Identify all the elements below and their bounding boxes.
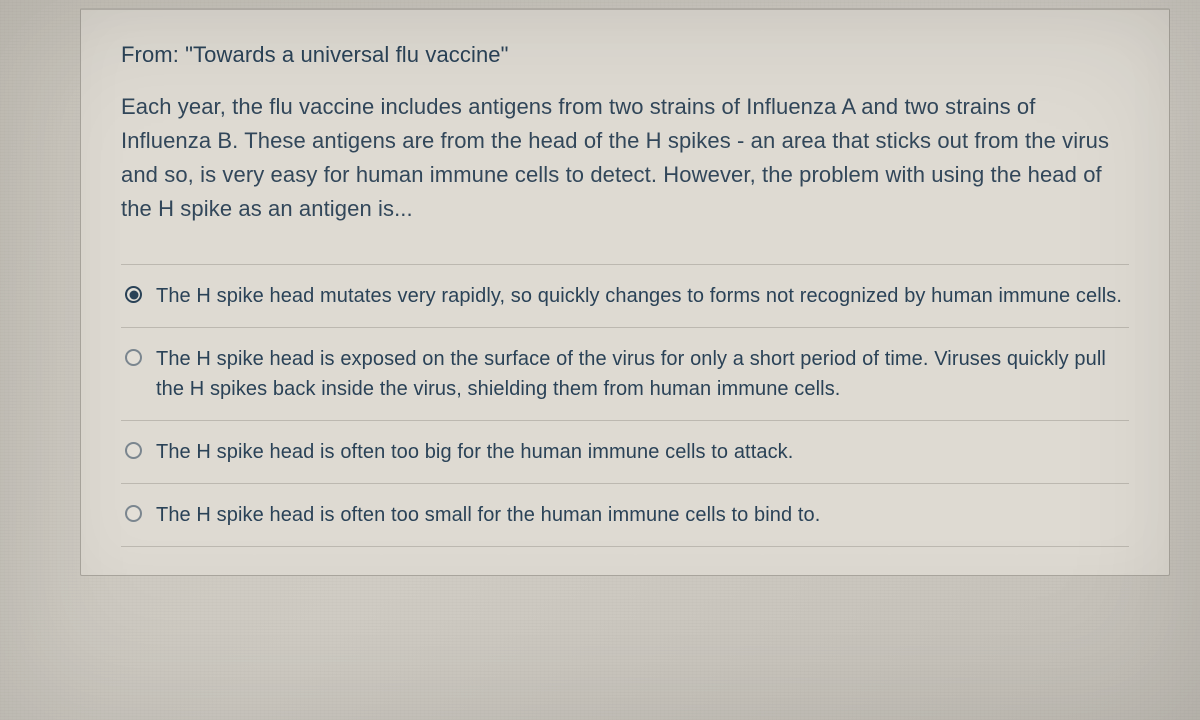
option-label: The H spike head is often too big for th… xyxy=(156,437,793,467)
question-stem: Each year, the flu vaccine includes anti… xyxy=(121,90,1129,226)
option-label: The H spike head mutates very rapidly, s… xyxy=(156,281,1122,311)
option-2[interactable]: The H spike head is often too big for th… xyxy=(121,421,1129,484)
radio-icon xyxy=(125,505,142,522)
option-1[interactable]: The H spike head is exposed on the surfa… xyxy=(121,328,1129,421)
radio-icon xyxy=(125,442,142,459)
option-label: The H spike head is exposed on the surfa… xyxy=(156,344,1125,404)
question-card: From: "Towards a universal flu vaccine" … xyxy=(80,8,1170,576)
question-source: From: "Towards a universal flu vaccine" xyxy=(121,42,1129,68)
radio-icon xyxy=(125,286,142,303)
options-group: The H spike head mutates very rapidly, s… xyxy=(121,264,1129,547)
option-0[interactable]: The H spike head mutates very rapidly, s… xyxy=(121,265,1129,328)
option-3[interactable]: The H spike head is often too small for … xyxy=(121,484,1129,547)
option-label: The H spike head is often too small for … xyxy=(156,500,820,530)
radio-icon xyxy=(125,349,142,366)
